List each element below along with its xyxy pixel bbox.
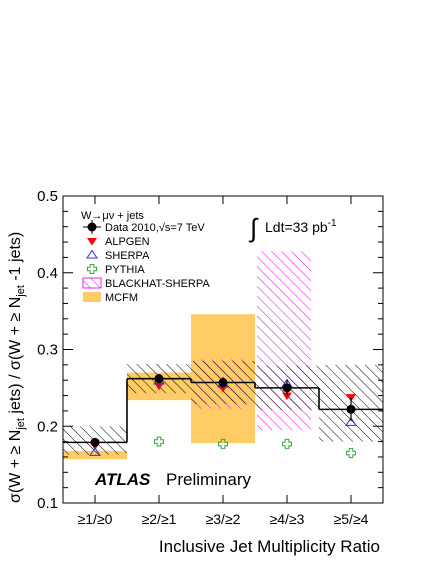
- legend-label: Data 2010,√s=7 TeV: [105, 222, 205, 234]
- integral-symbol: ∫: [248, 213, 259, 243]
- atlas-text: ATLAS: [94, 470, 151, 489]
- data-point: [154, 374, 164, 384]
- x-tick-label: ≥1/≥0: [78, 511, 113, 527]
- sherpa-point: [345, 417, 357, 426]
- legend-header: W→μν + jets: [81, 210, 144, 222]
- legend-label: BLACKHAT-SHERPA: [105, 278, 210, 290]
- alpgen-point: [346, 394, 356, 402]
- legend: W→μν + jets Data 2010,√s=7 TeV ALPGEN SHER…: [81, 210, 210, 304]
- data-point: [218, 378, 228, 388]
- legend-blackhat-marker: [82, 277, 102, 289]
- atlas-label: ATLAS Preliminary: [94, 470, 252, 489]
- legend-label: MCFM: [105, 292, 138, 304]
- y-title-subscript: jet: [15, 418, 27, 431]
- y-axis-title: σ(W + ≥ Njet jets) / σ(W + ≥ Njet -1 jet…: [7, 232, 27, 503]
- legend-label: SHERPA: [105, 250, 150, 262]
- legend-alpgen-marker: [87, 238, 97, 246]
- preliminary-text: Preliminary: [166, 470, 252, 489]
- x-tick-label: ≥3/≥2: [206, 511, 241, 527]
- legend-label: ALPGEN: [105, 236, 150, 248]
- pythia-point: [346, 448, 356, 459]
- legend-mcfm-marker: [83, 292, 101, 302]
- sherpa-point: [89, 446, 101, 456]
- luminosity-label: ∫ Ldt=33 pb-1: [248, 213, 337, 243]
- y-tick-label: 0.3: [37, 342, 58, 359]
- luminosity-text: Ldt=33 pb-1: [265, 218, 337, 235]
- legend-sherpa-marker: [86, 249, 98, 259]
- y-title-subscript: jet: [15, 285, 27, 298]
- x-axis-title: Inclusive Jet Multiplicity Ratio: [159, 537, 380, 556]
- y-tick-label: 0.1: [37, 495, 58, 512]
- alpgen-point: [282, 392, 292, 401]
- data-point: [346, 404, 356, 414]
- plot-marks: [63, 374, 383, 459]
- y-title-part: σ(W + ≥ N: [7, 430, 24, 503]
- x-tick-label: ≥4/≥3: [270, 511, 305, 527]
- x-tick-label: ≥5/≥4: [334, 511, 369, 527]
- y-tick-label: 0.2: [37, 418, 58, 435]
- legend-pythia-marker: [87, 264, 97, 274]
- y-tick-label: 0.5: [37, 188, 58, 205]
- x-tick-label: ≥2/≥1: [142, 511, 177, 527]
- pythia-point: [154, 436, 164, 447]
- y-tick-label: 0.4: [37, 265, 58, 282]
- data-point: [282, 383, 292, 393]
- y-title-part: jets) / σ(W + ≥ N: [7, 297, 24, 418]
- data-point: [90, 437, 100, 447]
- pythia-point: [282, 438, 292, 449]
- y-title-part: -1 jets): [7, 232, 24, 285]
- pythia-point: [218, 438, 228, 449]
- legend-label: PYTHIA: [105, 264, 145, 276]
- legend-data-marker: [87, 222, 97, 232]
- axes: 0.1 0.2 0.3 0.4 0.5 ≥1/≥0 ≥2/≥1 ≥3/≥2 ≥4/≥3 ≥5/≥4: [37, 188, 383, 527]
